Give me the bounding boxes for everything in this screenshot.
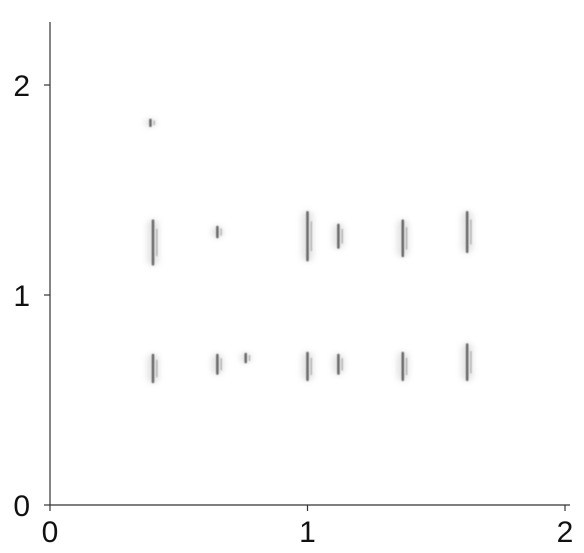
y-tick-label: 1 — [13, 280, 30, 313]
data-points-layer — [144, 118, 474, 384]
y-tick-label: 0 — [13, 490, 30, 523]
x-tick-label: 1 — [299, 516, 316, 549]
axis-ticks-layer: 0 1 2 0 1 2 — [13, 70, 573, 549]
data-point — [301, 351, 314, 382]
data-point — [147, 219, 159, 266]
data-point — [239, 352, 252, 364]
data-point — [396, 351, 409, 382]
data-point — [147, 353, 159, 384]
x-tick-label: 2 — [557, 516, 574, 549]
data-point — [461, 211, 474, 253]
data-point — [211, 225, 224, 239]
data-point — [332, 353, 345, 375]
data-point — [396, 219, 409, 258]
data-point — [332, 223, 345, 249]
y-tick-label: 2 — [13, 70, 30, 103]
data-point — [461, 343, 474, 382]
x-tick-label: 0 — [42, 516, 59, 549]
data-point — [211, 353, 224, 375]
data-point — [144, 118, 157, 127]
data-point — [301, 211, 314, 262]
